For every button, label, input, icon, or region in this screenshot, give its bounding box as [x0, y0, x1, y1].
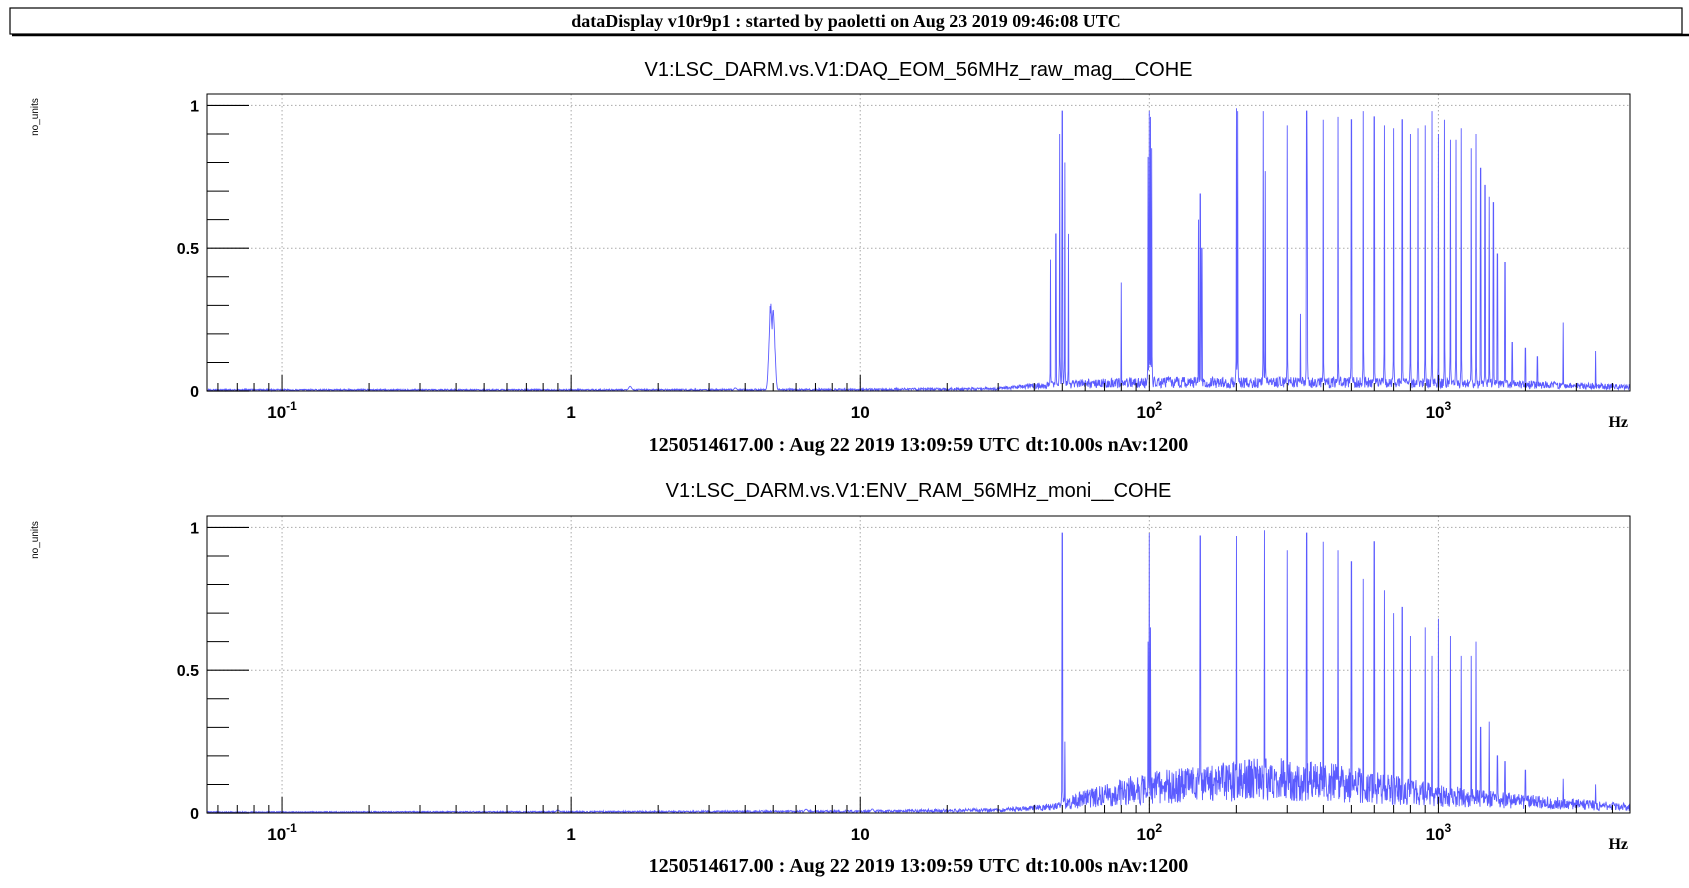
plot-2: V1:LSC_DARM.vs.V1:ENV_RAM_56MHz_moni__CO…	[30, 480, 1631, 877]
x-tick-label: 10-1	[267, 821, 297, 844]
plot-title: V1:LSC_DARM.vs.V1:ENV_RAM_56MHz_moni__CO…	[666, 480, 1172, 502]
y-tick-label: 1	[190, 520, 199, 537]
plot-footer: 1250514617.00 : Aug 22 2019 13:09:59 UTC…	[649, 855, 1189, 877]
x-tick-label: 102	[1137, 399, 1163, 422]
coherence-trace	[206, 530, 1631, 815]
plot-frame	[206, 93, 1631, 392]
plot-title: V1:LSC_DARM.vs.V1:DAQ_EOM_56MHz_raw_mag_…	[645, 59, 1193, 81]
x-tick-label: 103	[1426, 821, 1452, 844]
x-tick-label: 102	[1137, 821, 1163, 844]
y-axis-label: no_units	[30, 98, 41, 136]
header-title-box	[9, 7, 1683, 35]
y-tick-label: 0	[190, 384, 199, 401]
y-tick-label: 0.5	[177, 663, 199, 680]
x-tick-label: 1	[566, 403, 575, 422]
y-axis-label: no_units	[30, 521, 41, 559]
x-tick-label: 103	[1426, 399, 1452, 422]
x-tick-label: 10	[851, 403, 870, 422]
x-tick-label: 10-1	[267, 399, 297, 422]
header-title: dataDisplay v10r9p1 : started by paolett…	[571, 11, 1121, 31]
plot-frame	[206, 515, 1631, 814]
y-tick-label: 0	[190, 806, 199, 823]
y-tick-label: 0.5	[177, 241, 199, 258]
plot-1: V1:LSC_DARM.vs.V1:DAQ_EOM_56MHz_raw_mag_…	[30, 59, 1631, 456]
y-tick-label: 1	[190, 98, 199, 115]
x-tick-label: 10	[851, 825, 870, 844]
x-axis-label: Hz	[1608, 414, 1628, 431]
plot-footer: 1250514617.00 : Aug 22 2019 13:09:59 UTC…	[649, 434, 1189, 456]
x-axis-label: Hz	[1608, 836, 1628, 853]
x-tick-label: 1	[566, 825, 575, 844]
coherence-trace	[206, 108, 1631, 393]
